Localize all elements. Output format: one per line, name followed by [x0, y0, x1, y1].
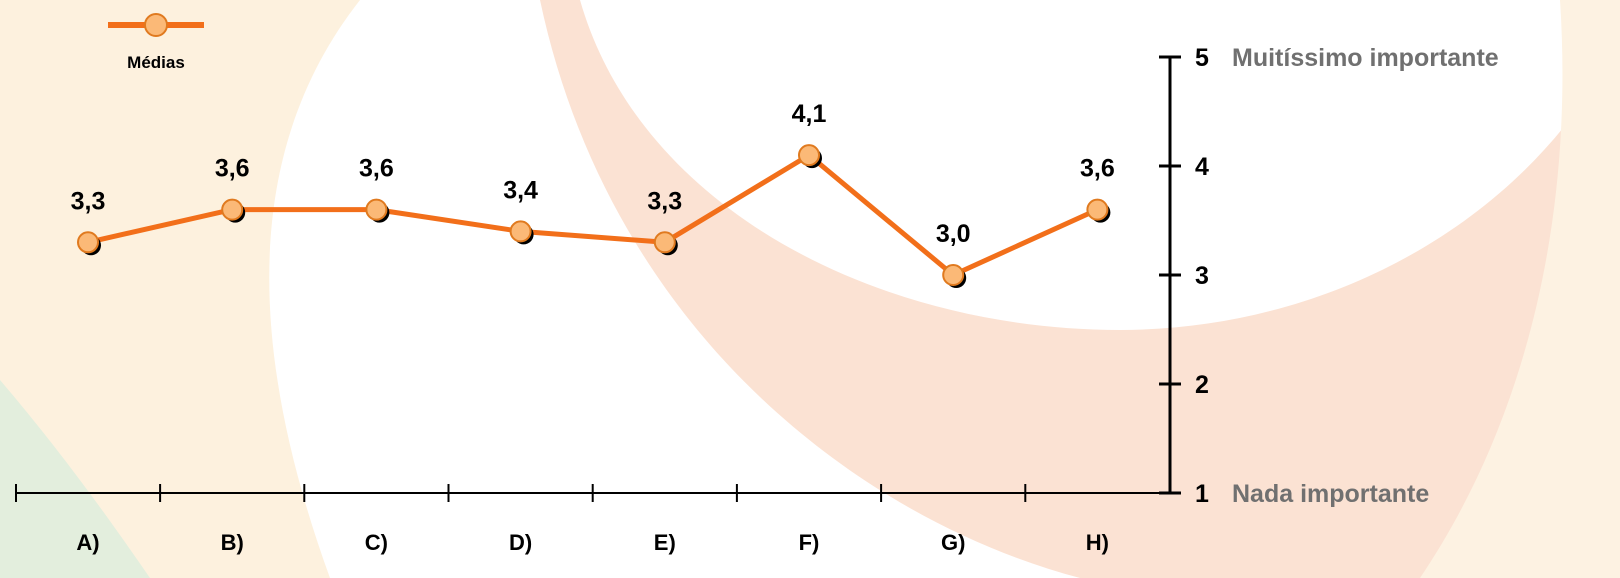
data-label: 3,0	[936, 220, 971, 248]
data-point	[77, 231, 99, 254]
legend: Médias	[108, 13, 204, 72]
y-axis-bottom-label: Nada importante	[1232, 480, 1429, 508]
data-point	[653, 231, 676, 254]
x-tick-label: D)	[509, 530, 532, 555]
x-tick-label: B)	[221, 530, 244, 555]
data-point	[942, 264, 965, 286]
series-line	[87, 152, 1099, 278]
x-tick-label: H)	[1086, 530, 1109, 555]
data-label: 3,6	[1080, 155, 1115, 183]
x-tick-label: A)	[76, 530, 99, 555]
y-tick-label: 2	[1195, 371, 1209, 399]
data-label: 3,6	[359, 155, 394, 183]
data-point	[509, 220, 532, 243]
y-tick-label: 5	[1195, 44, 1209, 72]
x-tick-label: E)	[654, 530, 676, 555]
y-tick-label: 3	[1195, 262, 1209, 290]
data-point	[221, 198, 244, 221]
data-label: 4,1	[792, 100, 827, 128]
x-tick-label: C)	[365, 530, 388, 555]
y-tick-label: 4	[1195, 153, 1209, 181]
legend-label: Médias	[127, 53, 185, 72]
y-tick-label: 1	[1195, 480, 1209, 508]
data-point	[1086, 198, 1109, 221]
data-label: 3,3	[647, 187, 682, 215]
x-tick-label: G)	[941, 530, 965, 555]
data-label: 3,6	[215, 155, 250, 183]
y-axis: Muitíssimo importante Nada importante 1 2…	[1159, 44, 1499, 508]
data-label: 3,4	[503, 176, 538, 204]
x-tick-label: F)	[799, 530, 820, 555]
series-medias: 3,3 3,6 3,6 3,4 3,3 4,1 3,0 3,6	[71, 100, 1115, 288]
data-point	[365, 198, 388, 221]
data-label: 3,3	[71, 187, 106, 215]
x-axis: A) B) C) D) E) F) G) H)	[15, 484, 1170, 555]
data-point	[798, 144, 820, 167]
legend-marker-icon	[144, 13, 168, 37]
y-axis-top-label: Muitíssimo importante	[1232, 44, 1499, 72]
